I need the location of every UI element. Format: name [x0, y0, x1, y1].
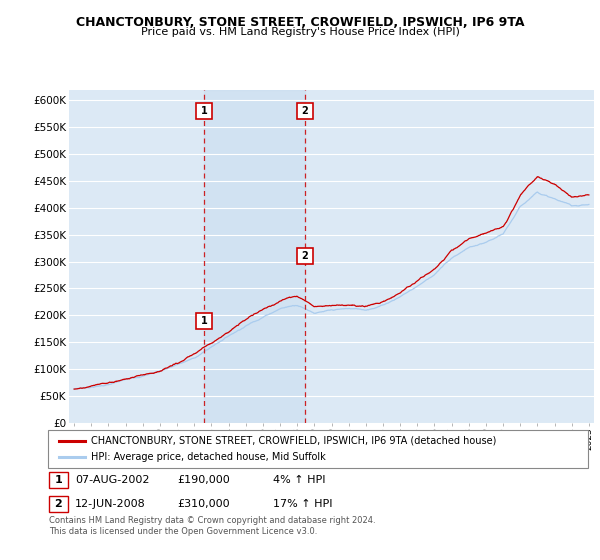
Text: 2: 2 [302, 251, 308, 261]
Text: 17% ↑ HPI: 17% ↑ HPI [273, 499, 332, 509]
Text: Contains HM Land Registry data © Crown copyright and database right 2024.
This d: Contains HM Land Registry data © Crown c… [49, 516, 376, 536]
Text: HPI: Average price, detached house, Mid Suffolk: HPI: Average price, detached house, Mid … [91, 452, 326, 462]
Text: Price paid vs. HM Land Registry's House Price Index (HPI): Price paid vs. HM Land Registry's House … [140, 27, 460, 37]
Text: CHANCTONBURY, STONE STREET, CROWFIELD, IPSWICH, IP6 9TA: CHANCTONBURY, STONE STREET, CROWFIELD, I… [76, 16, 524, 29]
Text: 1: 1 [201, 106, 208, 116]
Bar [204, 90, 305, 423]
Text: 2: 2 [55, 499, 62, 509]
Text: 07-AUG-2002: 07-AUG-2002 [75, 475, 149, 485]
Text: 1: 1 [55, 475, 62, 485]
Bar [204, 90, 305, 423]
Text: 2: 2 [302, 106, 308, 116]
Text: £190,000: £190,000 [177, 475, 230, 485]
Text: £310,000: £310,000 [177, 499, 230, 509]
Text: 1: 1 [201, 316, 208, 326]
Text: 4% ↑ HPI: 4% ↑ HPI [273, 475, 325, 485]
Text: 12-JUN-2008: 12-JUN-2008 [75, 499, 146, 509]
Text: CHANCTONBURY, STONE STREET, CROWFIELD, IPSWICH, IP6 9TA (detached house): CHANCTONBURY, STONE STREET, CROWFIELD, I… [91, 436, 497, 446]
